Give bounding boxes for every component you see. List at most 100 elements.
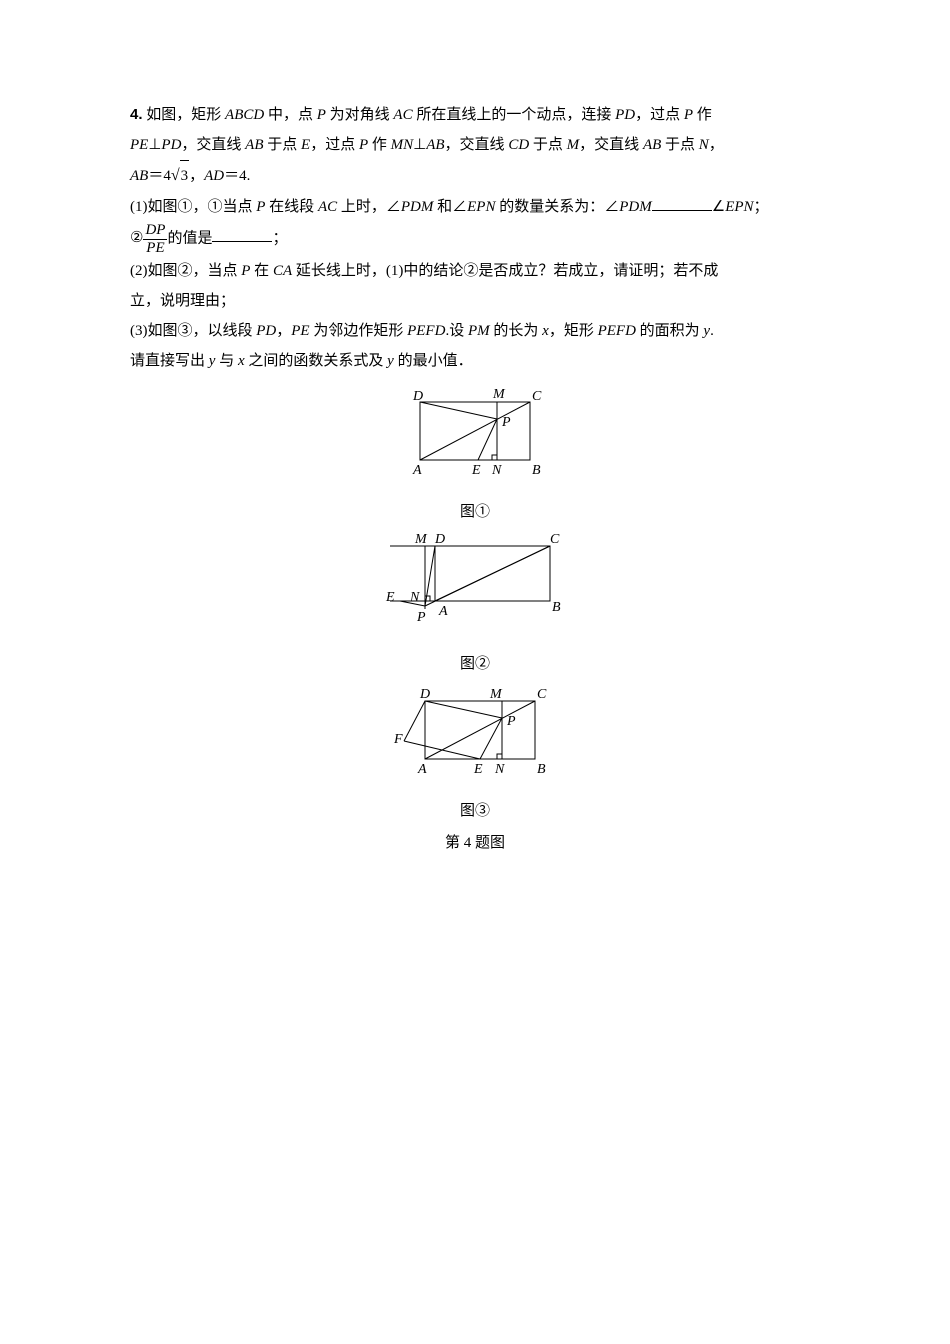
text: 的数量关系为：∠ [495,199,619,215]
svg-text:D: D [412,389,423,404]
var: EPN [725,199,753,215]
text: (3)如图③，以线段 [130,323,256,339]
var: ABCD [225,107,264,123]
svg-text:P: P [501,415,511,430]
var: AC [393,107,412,123]
part3-line2: 请直接写出 y 与 x 之间的函数关系式及 y 的最小值． [130,346,820,376]
main-caption: 第 4 题图 [130,828,820,858]
text: ，矩形 [549,323,598,339]
svg-text:C: C [532,389,542,404]
text: ＝4. [224,168,250,184]
svg-text:D: D [434,532,445,547]
var: AB [130,168,148,184]
svg-text:A: A [417,762,427,777]
var: AC [318,199,337,215]
figure-1-svg: D M C P A E N B [400,384,550,484]
text: 在线段 [265,199,318,215]
text: 所在直线上的一个动点，连接 [413,107,616,123]
svg-text:E: E [471,463,481,478]
text: ，过点 [310,137,359,153]
part2-line2: 立，说明理由； [130,286,820,316]
var: y [387,353,394,369]
var: PDM [401,199,434,215]
four: 4 [163,168,171,184]
figure-1-caption: 图① [130,497,820,527]
svg-text:M: M [489,687,503,702]
var: PE [291,323,309,339]
svg-text:E: E [385,590,395,605]
figure-3-svg: D M C F P A E N B [390,683,560,783]
question-number: 4. [130,106,143,123]
text: ，过点 [635,107,684,123]
text: 的面积为 [636,323,704,339]
text: 请直接写出 [130,353,209,369]
text: ∠ [712,199,725,215]
var: PDM [619,199,652,215]
var: PD [615,107,635,123]
text: 与 [215,353,238,369]
question-stem: 4. 如图，矩形 ABCD 中，点 P 为对角线 AC 所在直线上的一个动点，连… [130,100,820,130]
text: ，交直线 [579,137,643,153]
svg-text:B: B [532,463,541,478]
part2-line1: (2)如图②，当点 P 在 CA 延长线上时，(1)中的结论②是否成立？若成立，… [130,256,820,286]
svg-text:C: C [550,532,560,547]
figure-2: M D C E N A B P 图② [130,531,820,679]
text: 的最小值． [394,353,473,369]
fraction: DPPE [143,222,167,256]
figure-2-caption: 图② [130,649,820,679]
var: x [238,353,245,369]
text: 的值是 [167,230,212,246]
text: . [710,323,714,339]
figure-2-svg: M D C E N A B P [380,531,570,636]
text: 作 [693,107,712,123]
var: PM [468,323,490,339]
var: CA [273,263,292,279]
var: M [567,137,580,153]
comma: ， [189,168,204,184]
text: 中，点 [264,107,317,123]
var: N [699,137,709,153]
text: 于点 [529,137,567,153]
text: ，交直线 [181,137,245,153]
var: EPN [467,199,495,215]
text: 作 [368,137,391,153]
figure-3-caption: 图③ [130,796,820,826]
text: 上时，∠ [337,199,401,215]
text: 于点 [661,137,699,153]
var: AD [204,168,224,184]
svg-text:C: C [537,687,547,702]
svg-text:P: P [416,610,426,625]
var: E [301,137,310,153]
var: AB [245,137,263,153]
svg-text:A: A [438,604,448,619]
svg-text:B: B [552,600,561,615]
part1-line1: (1)如图①，①当点 P 在线段 AC 上时，∠PDM 和∠EPN 的数量关系为… [130,192,820,222]
text: (1)如图①，①当点 [130,199,256,215]
text: ， [709,137,724,153]
text: 的长为 [490,323,543,339]
perp: ⊥ [413,137,426,153]
sqrt: √3 [171,160,189,192]
var: PD [161,137,181,153]
text: 延长线上时，(1)中的结论②是否成立？若成立，请证明；若不成 [292,263,718,279]
svg-text:E: E [473,762,483,777]
text: ； [754,199,769,215]
svg-text:P: P [506,714,516,729]
svg-text:N: N [409,590,420,605]
fill-blank-2 [212,226,272,242]
text: 为邻边作矩形 [310,323,408,339]
svg-text:M: M [414,532,428,547]
eq: ＝ [148,168,163,184]
text: 在 [250,263,273,279]
var: PE [130,137,148,153]
figure-3: D M C F P A E N B 图③ [130,683,820,826]
var: x [542,323,549,339]
text: 于点 [264,137,302,153]
text: (2)如图②，当点 [130,263,241,279]
text: ② [130,223,143,253]
text: ； [272,230,287,246]
svg-text:D: D [419,687,430,702]
svg-text:N: N [494,762,505,777]
var: PEFD [407,323,445,339]
figure-1: D M C P A E N B 图① [130,384,820,527]
